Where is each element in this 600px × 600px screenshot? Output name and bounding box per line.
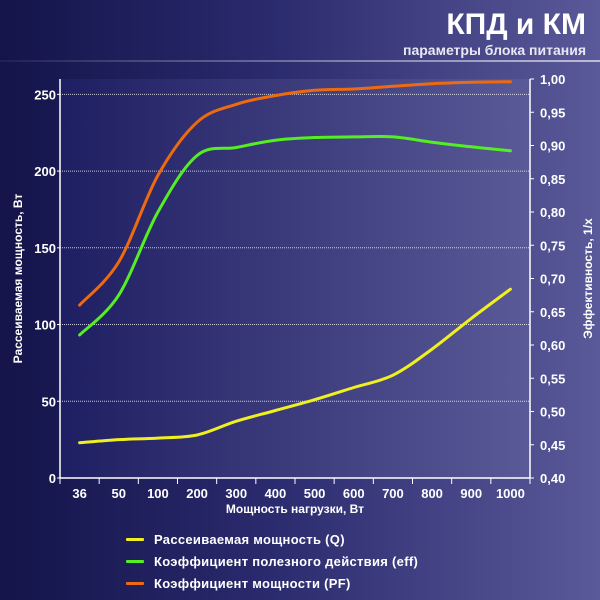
legend-label-pf: Коэффициент мощности (PF) [154, 575, 351, 591]
ytick-right-label: 0,75 [540, 238, 565, 253]
ytick-right-label: 0,40 [540, 471, 565, 486]
y-axis-left-title: Рассеиваемая мощность, Вт [11, 194, 25, 364]
legend-item-eff: Коэффициент полезного действия (eff) [126, 550, 418, 572]
ytick-right-label: 0,90 [540, 139, 565, 154]
ytick-left-label: 100 [34, 318, 56, 333]
ytick-right-label: 0,95 [540, 105, 565, 120]
legend-item-q: Рассеиваемая мощность (Q) [126, 528, 418, 550]
chart-title: КПД и КМ [446, 8, 586, 41]
ytick-left-label: 250 [34, 87, 56, 102]
series-line-q [78, 287, 512, 445]
xtick-label: 500 [304, 486, 326, 501]
series-line-pf [78, 80, 512, 307]
ytick-right-label: 0,60 [540, 338, 565, 353]
ytick-right-label: 0,50 [540, 405, 565, 420]
axis-labels: 0 50 100 150 200 250 0,40 0,45 0,50 0,55 0,60 0,65 0… [11, 72, 595, 516]
xtick-label: 300 [225, 486, 247, 501]
legend-label-q: Рассеиваемая мощность (Q) [154, 531, 345, 547]
ytick-right-label: 1,00 [540, 72, 565, 87]
y-axis-right-title: Эффективность, 1/x [581, 218, 595, 339]
xtick-label: 700 [382, 486, 404, 501]
xtick-label: 36 [72, 486, 86, 501]
xtick-label: 200 [186, 486, 208, 501]
ytick-right-label: 0,45 [540, 438, 565, 453]
legend-swatch-q [126, 537, 144, 541]
series-line-eff [78, 134, 512, 337]
ytick-right-label: 0,80 [540, 205, 565, 220]
axes [57, 78, 534, 484]
xtick-label: 100 [147, 486, 169, 501]
ytick-right-label: 0,55 [540, 371, 565, 386]
series-lines [78, 80, 512, 445]
ytick-left-label: 50 [42, 394, 56, 409]
xtick-label: 600 [343, 486, 365, 501]
ytick-right-label: 0,65 [540, 305, 565, 320]
ytick-left-label: 150 [34, 241, 56, 256]
ytick-left-label: 200 [34, 164, 56, 179]
title-divider [0, 60, 600, 62]
legend: Рассеиваемая мощность (Q) Коэффициент по… [126, 528, 418, 594]
legend-label-eff: Коэффициент полезного действия (eff) [154, 553, 419, 569]
xtick-label: 400 [265, 486, 287, 501]
chart-subtitle: параметры блока питания [403, 42, 586, 58]
grid [60, 93, 530, 402]
legend-swatch-pf [126, 581, 144, 585]
x-axis-title: Мощность нагрузки, Вт [226, 502, 364, 516]
ytick-right-label: 0,85 [540, 172, 565, 187]
legend-swatch-eff [126, 559, 144, 563]
legend-item-pf: Коэффициент мощности (PF) [126, 572, 418, 594]
xtick-label: 50 [112, 486, 126, 501]
xtick-label: 800 [421, 486, 443, 501]
xtick-label: 1000 [496, 486, 525, 501]
ytick-left-label: 0 [49, 471, 56, 486]
ytick-right-label: 0,70 [540, 272, 565, 287]
xtick-label: 900 [460, 486, 482, 501]
